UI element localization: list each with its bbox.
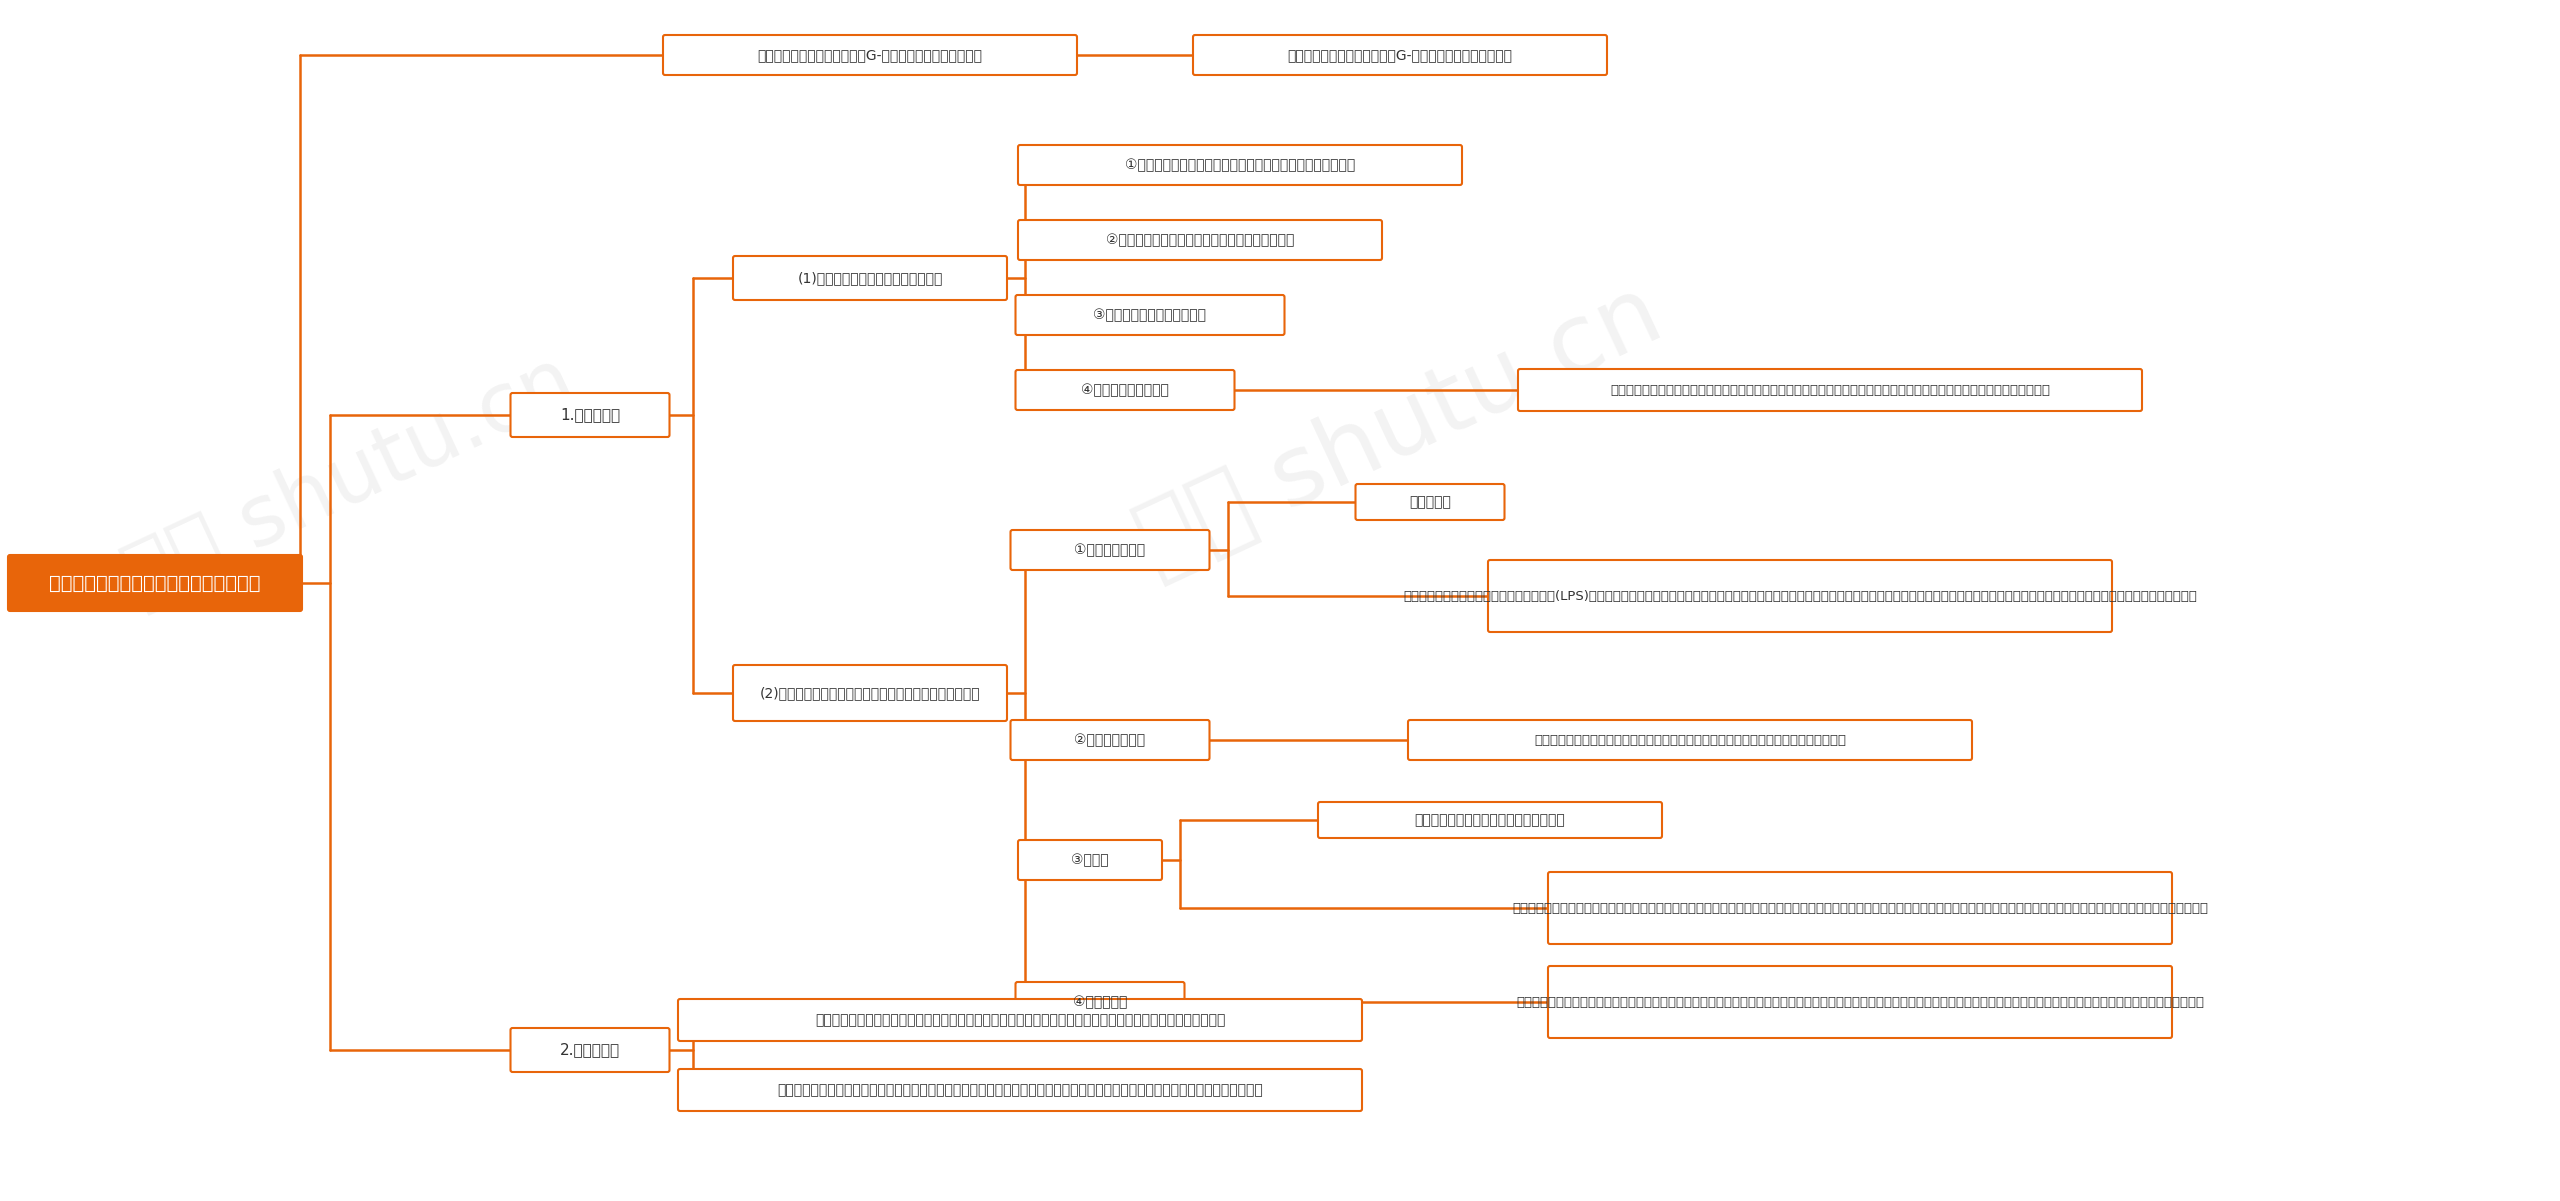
Text: 牙周病的许多组织破坏，不是感染微生物直接引起的，而是宿主对感染微生物及其毒性产物的应答间接引起的。: 牙周病的许多组织破坏，不是感染微生物直接引起的，而是宿主对感染微生物及其毒性产物… — [814, 1012, 1226, 1027]
Text: 树图 shutu.cn: 树图 shutu.cn — [1124, 268, 1677, 592]
Text: ③抑制或逃避宿主防御功能。: ③抑制或逃避宿主防御功能。 — [1093, 307, 1206, 322]
FancyBboxPatch shape — [1408, 721, 1971, 760]
FancyBboxPatch shape — [1487, 560, 2112, 632]
Text: 与牙周病相关的微生物主要为G-兼性厌氧菌和专性厌氧菌。: 与牙周病相关的微生物主要为G-兼性厌氧菌和专性厌氧菌。 — [1288, 48, 1513, 62]
FancyBboxPatch shape — [1019, 145, 1462, 185]
Text: 白细胞毒素是伴放线聚集杆菌产生的外毒素，属蛋白质毒素，具有溶血性，仅对人的多形核白细胞和单核细胞有毒性，损伤牙龈沟或牙周袋中多形核白细胞和单核细胞的组织膜，造成: 白细胞毒素是伴放线聚集杆菌产生的外毒素，属蛋白质毒素，具有溶血性，仅对人的多形核… — [1513, 902, 2207, 914]
Text: 2.间接作用：: 2.间接作用： — [561, 1042, 620, 1058]
FancyBboxPatch shape — [1016, 295, 1285, 335]
FancyBboxPatch shape — [1019, 220, 1382, 259]
FancyBboxPatch shape — [1354, 484, 1505, 520]
Text: 胶原酶、蛋白酶、透明质酸酶、硫酸软骨素酶等，是造成宿主组织破坏的一类重要分子。: 胶原酶、蛋白酶、透明质酸酶、硫酸软骨素酶等，是造成宿主组织破坏的一类重要分子。 — [1533, 734, 1846, 747]
FancyBboxPatch shape — [678, 999, 1362, 1041]
Text: (2)导致宿主组织损害的细菌物质归纳起来可分为四大类：: (2)导致宿主组织损害的细菌物质归纳起来可分为四大类： — [760, 686, 980, 700]
FancyBboxPatch shape — [1518, 369, 2143, 411]
FancyBboxPatch shape — [1016, 982, 1185, 1022]
FancyBboxPatch shape — [1549, 966, 2171, 1038]
Text: ①牙周定植、存活和繁殖，是引起宿主组织破坏的先决条件。: ①牙周定植、存活和繁殖，是引起宿主组织破坏的先决条件。 — [1124, 159, 1354, 172]
Text: 内毒素等。: 内毒素等。 — [1408, 495, 1452, 509]
FancyBboxPatch shape — [678, 1069, 1362, 1111]
FancyBboxPatch shape — [663, 35, 1078, 74]
FancyBboxPatch shape — [8, 555, 302, 611]
Text: ②入侵宿主组织，是牙周炎的一个重要致病机制。: ②入侵宿主组织，是牙周炎的一个重要致病机制。 — [1106, 233, 1295, 247]
FancyBboxPatch shape — [509, 1028, 671, 1072]
FancyBboxPatch shape — [1016, 370, 1234, 410]
Text: 各种有机酸、硫化氢、吲哚、氨、氢醌等细菌的一些代谢产物，可抑制宿主组织细胞生长或改变宿主组织细胞代谢，直接对宿主的上皮细胞和成纤维细胞等有不同程度的毒性，导致牙: 各种有机酸、硫化氢、吲哚、氨、氢醌等细菌的一些代谢产物，可抑制宿主组织细胞生长或… — [1516, 996, 2204, 1009]
FancyBboxPatch shape — [732, 256, 1006, 300]
FancyBboxPatch shape — [1019, 839, 1162, 880]
FancyBboxPatch shape — [1011, 530, 1208, 570]
FancyBboxPatch shape — [1318, 802, 1661, 838]
Text: ④代谢产物：: ④代谢产物： — [1073, 994, 1126, 1009]
Text: 医学口腔学知识：牙周微生物的致病机制: 医学口腔学知识：牙周微生物的致病机制 — [49, 574, 261, 592]
FancyBboxPatch shape — [732, 665, 1006, 721]
Text: ④损害宿主牙周组织：: ④损害宿主牙周组织： — [1080, 383, 1170, 398]
Text: ②有关的致病酶：: ②有关的致病酶： — [1075, 733, 1144, 747]
Text: 1.直接作用：: 1.直接作用： — [561, 407, 620, 423]
Text: (1)微生物的直接致病作用主要包括：: (1)微生物的直接致病作用主要包括： — [796, 271, 942, 285]
Text: 内毒素是革兰阴性菌细胞壁外膜中的脂多糖(LPS)成分，为革兰阴性菌特有的一类高度活性的致病物质，可在细菌死亡或菌体裂解时释放出来，也可由活的细菌以胞壁发泡的形式: 内毒素是革兰阴性菌细胞壁外膜中的脂多糖(LPS)成分，为革兰阴性菌特有的一类高度… — [1403, 590, 2196, 603]
Text: 与牙周病相关的微生物主要为G-兼性厌氧菌和专性厌氧菌。: 与牙周病相关的微生物主要为G-兼性厌氧菌和专性厌氧菌。 — [758, 48, 983, 62]
Text: 细菌的抗原成分、各种酶、毒素及代谢产物，可直接破坏牙周组织，或引起牙周组织局部的免疫和炎症反应，造成组织损伤。: 细菌的抗原成分、各种酶、毒素及代谢产物，可直接破坏牙周组织，或引起牙周组织局部的… — [1610, 383, 2051, 396]
FancyBboxPatch shape — [1549, 872, 2171, 944]
FancyBboxPatch shape — [1193, 35, 1608, 74]
FancyBboxPatch shape — [1011, 721, 1208, 760]
Text: 白细胞毒素、抗中性粒细胞因子等毒素。: 白细胞毒素、抗中性粒细胞因子等毒素。 — [1416, 813, 1564, 827]
Text: 机体在阻止微生物入侵或扩散时发生的免疫反应，也会损害局部牙周组织；宿主免疫的保护、破坏机制也是牙周病进展的重要环节。: 机体在阻止微生物入侵或扩散时发生的免疫反应，也会损害局部牙周组织；宿主免疫的保护… — [778, 1083, 1262, 1097]
FancyBboxPatch shape — [509, 393, 671, 437]
Text: 树图 shutu.cn: 树图 shutu.cn — [113, 340, 589, 620]
Text: ①菌体表面物质：: ①菌体表面物质： — [1075, 543, 1144, 557]
Text: ③毒素：: ③毒素： — [1070, 853, 1108, 867]
